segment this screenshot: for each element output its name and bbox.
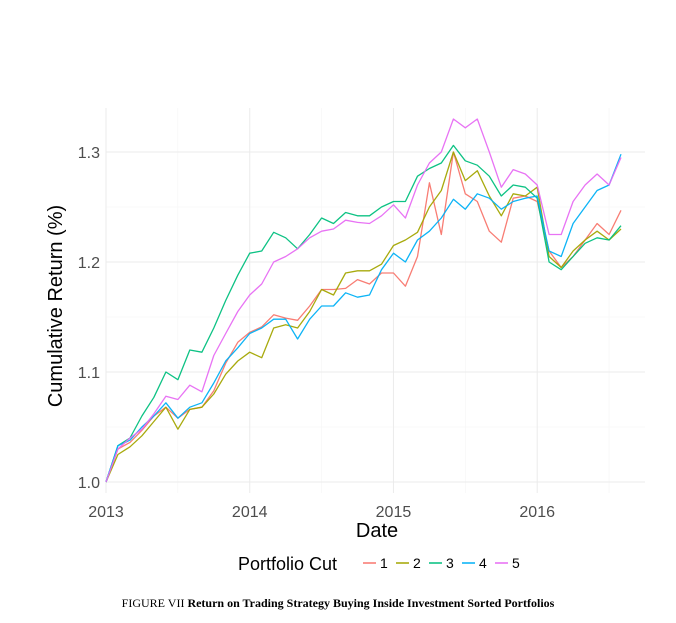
y-axis-title: Cumulative Return (%): [45, 205, 67, 407]
series-line-4: [105, 153, 622, 483]
figure-caption: FIGURE VII Return on Trading Strategy Bu…: [0, 596, 676, 611]
legend-label-3: 3: [446, 555, 454, 571]
y-tick-label: 1.3: [78, 145, 100, 162]
x-axis-title: Date: [356, 520, 398, 542]
x-tick-label: 2013: [88, 504, 124, 521]
legend-label-5: 5: [512, 555, 520, 571]
series-lines: [105, 118, 622, 483]
x-tick-label: 2015: [376, 504, 412, 521]
line-chart: 2013 2014 2015 2016 1.0 1.1 1.2 1.3 Date Cumul…: [45, 108, 645, 574]
x-tick-label: 2014: [232, 504, 268, 521]
legend-label-2: 2: [413, 555, 421, 571]
y-axis-ticks: 1.0 1.1 1.2 1.3: [78, 145, 100, 492]
series-line-3: [105, 144, 622, 483]
x-tick-label: 2016: [519, 504, 555, 521]
legend-label-4: 4: [479, 555, 487, 571]
y-tick-label: 1.1: [78, 365, 100, 382]
y-tick-label: 1.0: [78, 475, 100, 492]
series-line-2: [105, 151, 622, 483]
x-axis-ticks: 2013 2014 2015 2016: [88, 504, 555, 521]
caption-title: Return on Trading Strategy Buying Inside…: [187, 596, 555, 610]
legend-title: Portfolio Cut: [238, 554, 337, 574]
y-tick-label: 1.2: [78, 255, 100, 272]
legend: Portfolio Cut 1 2 3 4 5: [238, 554, 520, 574]
caption-prefix: FIGURE VII: [121, 596, 185, 610]
series-line-5: [105, 118, 622, 483]
legend-label-1: 1: [380, 555, 388, 571]
grid: [105, 108, 645, 493]
